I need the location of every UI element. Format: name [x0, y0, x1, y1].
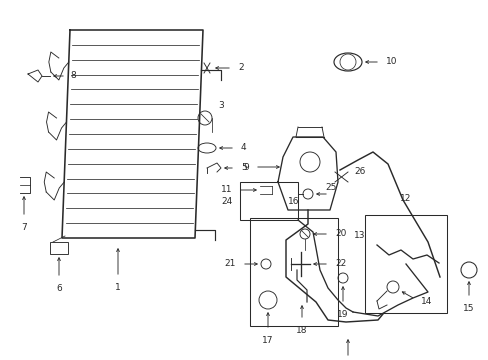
Text: 5: 5 — [241, 163, 246, 172]
Bar — [364, 215, 446, 313]
Text: 22: 22 — [334, 260, 346, 269]
Text: 16: 16 — [287, 197, 299, 206]
Text: 9: 9 — [243, 162, 248, 171]
Text: 11: 11 — [220, 185, 231, 194]
Text: 3: 3 — [218, 102, 224, 111]
Text: 15: 15 — [462, 304, 474, 313]
Text: 10: 10 — [385, 58, 397, 67]
Text: 19: 19 — [337, 310, 348, 319]
Text: 25: 25 — [325, 184, 336, 193]
Text: 2: 2 — [238, 63, 243, 72]
Text: 20: 20 — [334, 230, 346, 238]
Text: 12: 12 — [400, 194, 411, 203]
Text: 24: 24 — [221, 197, 232, 206]
Text: 6: 6 — [56, 284, 62, 293]
Text: 14: 14 — [420, 297, 431, 306]
Text: 7: 7 — [21, 223, 27, 232]
Text: 21: 21 — [224, 260, 236, 269]
Text: 13: 13 — [353, 230, 364, 239]
Bar — [249, 218, 337, 326]
Text: 18: 18 — [296, 326, 307, 335]
Bar — [240, 182, 297, 220]
Text: 4: 4 — [241, 144, 246, 153]
Text: 8: 8 — [70, 72, 76, 81]
Bar — [50, 242, 68, 254]
Text: 1: 1 — [115, 283, 121, 292]
Text: 26: 26 — [353, 167, 365, 176]
Text: 17: 17 — [262, 336, 273, 345]
